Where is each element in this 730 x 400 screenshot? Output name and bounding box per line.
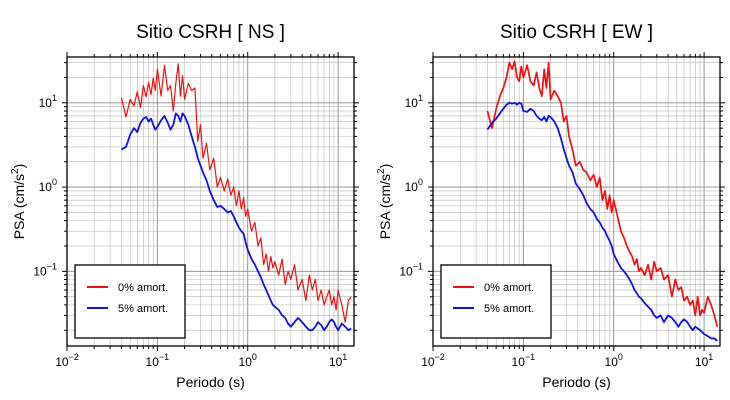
y-tick-base: 10 [39, 180, 53, 194]
x-tick-exponent: −2 [435, 352, 445, 362]
y-tick-label: 101 [39, 93, 57, 110]
legend-label: 0% amort. [118, 282, 168, 294]
y-axis-label-main: PSA (cm/s [11, 174, 27, 239]
x-tick-exponent: −1 [525, 352, 535, 362]
y-axis-label-close: ) [11, 164, 27, 169]
legend: 0% amort. 5% amort. [74, 264, 186, 339]
x-tick-label: 100 [605, 352, 623, 369]
x-tick-exponent: 1 [342, 352, 347, 362]
series-line-5-amort- [486, 101, 718, 342]
x-axis-label: Periodo (s) [176, 374, 244, 390]
x-tick-base: 10 [695, 355, 709, 369]
x-tick-label: 101 [695, 352, 713, 369]
legend-box [440, 264, 552, 339]
y-tick-exponent: 1 [418, 93, 423, 103]
x-tick-label: 10−2 [55, 352, 79, 369]
tick-marks [428, 52, 725, 351]
legend: 0% amort. 5% amort. [440, 264, 552, 339]
y-axis-label-sup: 2 [376, 168, 387, 174]
x-tick-label: 10−1 [146, 352, 170, 369]
legend-label: 0% amort. [484, 282, 534, 294]
x-tick-exponent: 1 [708, 352, 713, 362]
x-tick-base: 10 [512, 355, 526, 369]
grid [66, 57, 354, 346]
x-tick-base: 10 [55, 355, 69, 369]
y-tick-label: 10−1 [399, 261, 423, 278]
legend-label: 5% amort. [484, 303, 534, 315]
y-tick-exponent: 0 [418, 177, 423, 187]
series-line-0-amort- [120, 63, 352, 323]
y-axis-label: PSA (cm/s2) [10, 164, 27, 240]
y-tick-base: 10 [405, 96, 419, 110]
y-axis-label: PSA (cm/s2) [376, 164, 393, 240]
plot-frame [432, 56, 721, 347]
y-tick-base: 10 [405, 180, 419, 194]
x-tick-label: 10−2 [421, 352, 445, 369]
y-tick-exponent: 1 [52, 93, 57, 103]
x-tick-label: 101 [329, 352, 347, 369]
series-line-5-amort- [120, 112, 352, 332]
y-tick-base: 10 [399, 264, 413, 278]
x-tick-exponent: −2 [69, 352, 79, 362]
y-tick-exponent: 0 [52, 177, 57, 187]
chart-title: Sitio CSRH [ NS ] [136, 22, 285, 43]
y-axis-label-main: PSA (cm/s [377, 174, 393, 239]
x-tick-exponent: 0 [618, 352, 623, 362]
y-tick-exponent: −1 [413, 261, 423, 271]
x-tick-label: 100 [239, 352, 257, 369]
y-axis-label-close: ) [377, 164, 393, 169]
y-tick-label: 100 [405, 177, 423, 194]
x-tick-base: 10 [421, 355, 435, 369]
x-tick-exponent: −1 [159, 352, 169, 362]
legend-label: 5% amort. [118, 303, 168, 315]
x-tick-base: 10 [239, 355, 253, 369]
legend-box [74, 264, 186, 339]
y-tick-exponent: −1 [47, 261, 57, 271]
tick-marks [62, 52, 359, 351]
y-tick-label: 100 [39, 177, 57, 194]
x-tick-base: 10 [605, 355, 619, 369]
x-tick-exponent: 0 [252, 352, 257, 362]
y-axis-label-sup: 2 [10, 168, 21, 174]
y-tick-base: 10 [39, 96, 53, 110]
chart-title: Sitio CSRH [ EW ] [500, 22, 653, 43]
x-tick-base: 10 [146, 355, 160, 369]
x-tick-base: 10 [329, 355, 343, 369]
y-tick-label: 10−1 [33, 261, 57, 278]
y-tick-base: 10 [33, 264, 47, 278]
x-tick-label: 10−1 [512, 352, 536, 369]
x-axis-label: Periodo (s) [542, 374, 610, 390]
plot-frame [66, 56, 355, 347]
series-line-0-amort- [486, 60, 719, 327]
y-tick-label: 101 [405, 93, 423, 110]
